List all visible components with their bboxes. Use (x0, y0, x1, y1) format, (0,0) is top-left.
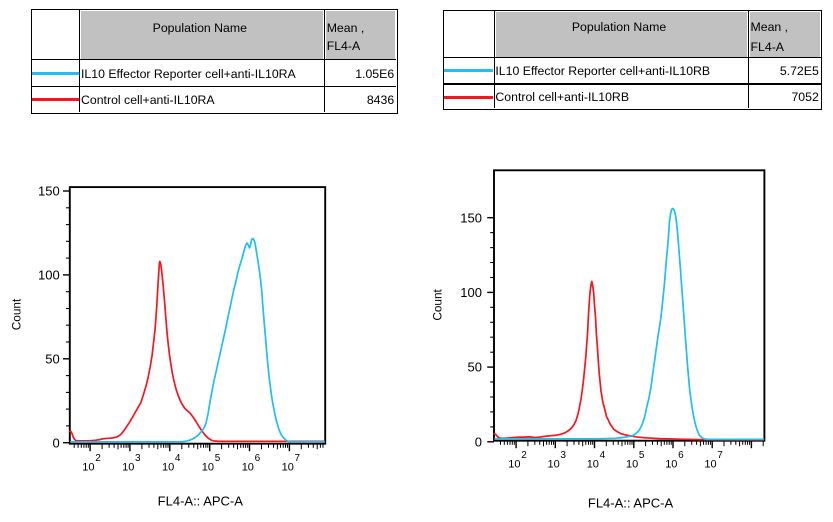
svg-text:7: 7 (717, 450, 723, 461)
svg-text:Count: Count (9, 298, 23, 330)
svg-text:3: 3 (135, 453, 141, 464)
svg-text:10: 10 (162, 461, 174, 473)
svg-text:10: 10 (242, 461, 254, 473)
svg-text:6: 6 (678, 450, 684, 461)
svg-text:10: 10 (82, 461, 94, 473)
svg-text:7: 7 (295, 453, 301, 464)
svg-text:10: 10 (704, 458, 716, 470)
svg-text:2: 2 (521, 450, 527, 461)
svg-text:5: 5 (215, 453, 221, 464)
svg-text:0: 0 (52, 435, 59, 450)
svg-text:3: 3 (560, 450, 566, 461)
svg-text:150: 150 (460, 210, 482, 225)
svg-text:100: 100 (460, 285, 482, 300)
svg-text:100: 100 (38, 268, 60, 283)
svg-text:10: 10 (282, 461, 294, 473)
svg-text:4: 4 (600, 450, 606, 461)
svg-text:4: 4 (175, 453, 181, 464)
svg-text:FL4-A:: APC-A: FL4-A:: APC-A (158, 494, 244, 509)
svg-text:10: 10 (626, 458, 638, 470)
svg-text:FL4-A:: APC-A: FL4-A:: APC-A (588, 496, 674, 511)
svg-text:6: 6 (255, 453, 261, 464)
svg-text:10: 10 (508, 458, 520, 470)
svg-text:2: 2 (95, 453, 101, 464)
svg-text:Count: Count (431, 288, 445, 320)
svg-text:150: 150 (38, 184, 60, 199)
svg-text:10: 10 (202, 461, 214, 473)
svg-text:50: 50 (45, 351, 59, 366)
svg-text:5: 5 (639, 450, 645, 461)
svg-text:10: 10 (587, 458, 599, 470)
svg-text:10: 10 (548, 458, 560, 470)
svg-text:10: 10 (122, 461, 134, 473)
svg-text:0: 0 (475, 434, 482, 449)
svg-text:10: 10 (665, 458, 677, 470)
svg-text:50: 50 (468, 360, 482, 375)
